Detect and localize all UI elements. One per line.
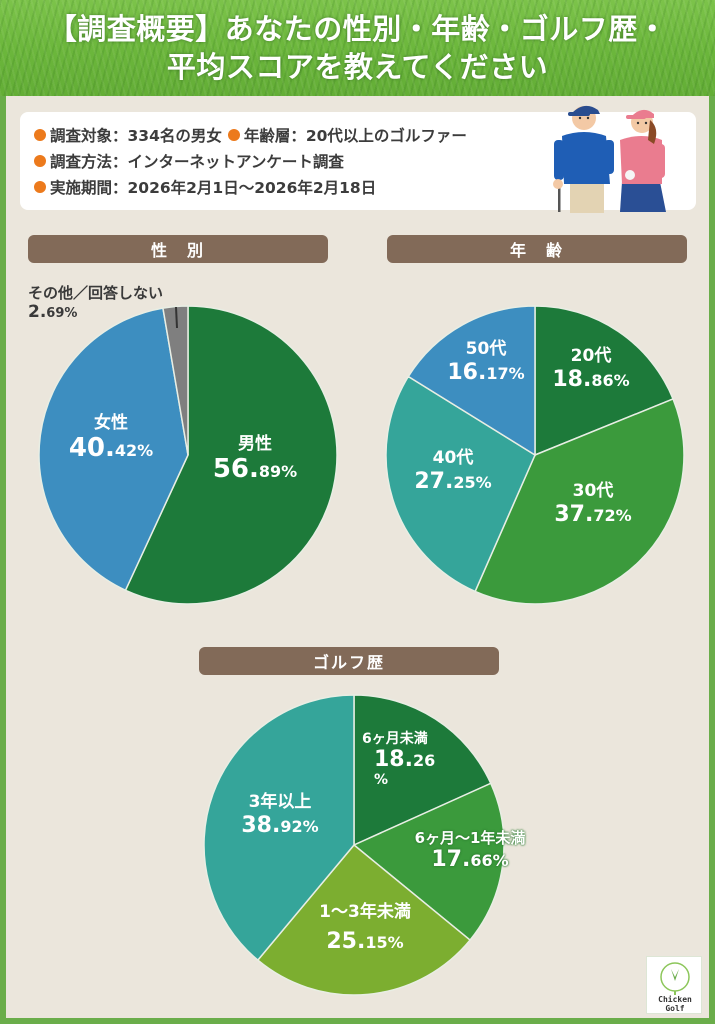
slice-label-50s: 50代 16.17%: [447, 339, 525, 385]
title-banner: 【調査概要】あなたの性別・年齢・ゴルフ歴・ 平均スコアを教えてください: [0, 0, 715, 96]
slice-label-30s: 30代 37.72%: [554, 481, 632, 527]
pie-slice: [38, 307, 189, 592]
pie-slice: [474, 397, 685, 605]
pie-slice: [385, 375, 536, 593]
bullet-icon: [34, 181, 46, 193]
svg-text:Chicken: Chicken: [658, 994, 692, 1004]
pie-slice: [203, 694, 355, 962]
golfer-couple-illustration-icon: [553, 105, 666, 213]
age-section-header: 年 齢: [387, 235, 687, 263]
gender-section-header: 性 別: [28, 235, 328, 263]
chicken-logo-icon: Chicken Golf: [658, 962, 692, 1013]
bullet-icon: [34, 129, 46, 141]
slice-label-under-6-months: 6ヶ月未満 18.26 %: [362, 731, 436, 789]
survey-method: 調査方法：インターネットアンケート調査: [50, 153, 344, 171]
pie-slice: [256, 843, 472, 996]
slice-label-40s: 40代 27.25%: [414, 448, 492, 494]
survey-target: 調査対象：334名の男女: [50, 127, 222, 145]
pie-slice: [407, 305, 536, 457]
pie-slice: [534, 305, 675, 457]
survey-age-range: 年齢層：20代以上のゴルファー: [243, 127, 467, 145]
bullet-icon: [227, 129, 240, 141]
slice-label-female: 女性 40.42%: [68, 413, 154, 463]
survey-period: 実施期間：2026年2月1日〜2026年2月18日: [50, 179, 377, 197]
bullet-icon: [34, 155, 46, 167]
survey-info-row-1: 調査対象：334名の男女 年齢層：20代以上のゴルファー: [34, 124, 467, 146]
slice-label-male: 男性 56.89%: [212, 434, 298, 484]
survey-info-row-2: 調査方法：インターネットアンケート調査: [34, 150, 344, 172]
slice-label-other: その他／回答しない 2.69%: [28, 284, 164, 322]
slice-label-20s: 20代 18.86%: [552, 346, 630, 392]
pie-slice: [352, 782, 505, 942]
pie-slice: [353, 694, 492, 847]
pie-slice: [162, 305, 189, 456]
slice-label-6-months-to-1-year: 6ヶ月〜1年未満 17.66%: [414, 829, 526, 873]
survey-info-row-3: 実施期間：2026年2月1日〜2026年2月18日: [34, 176, 376, 198]
pie-slice: [124, 305, 338, 605]
svg-text:Golf: Golf: [665, 1004, 684, 1013]
chicken-golf-logo: Chicken Golf: [646, 956, 702, 1014]
golf-history-section-header: ゴルフ歴: [199, 647, 499, 675]
slice-label-1-to-3-years: 1〜3年未満 25.15%: [319, 902, 411, 954]
page-title-line-1: 【調査概要】あなたの性別・年齢・ゴルフ歴・: [47, 12, 668, 46]
slice-label-3-years-plus: 3年以上 38.92%: [241, 792, 319, 838]
page-title-line-2: 平均スコアを教えてください: [166, 50, 549, 84]
